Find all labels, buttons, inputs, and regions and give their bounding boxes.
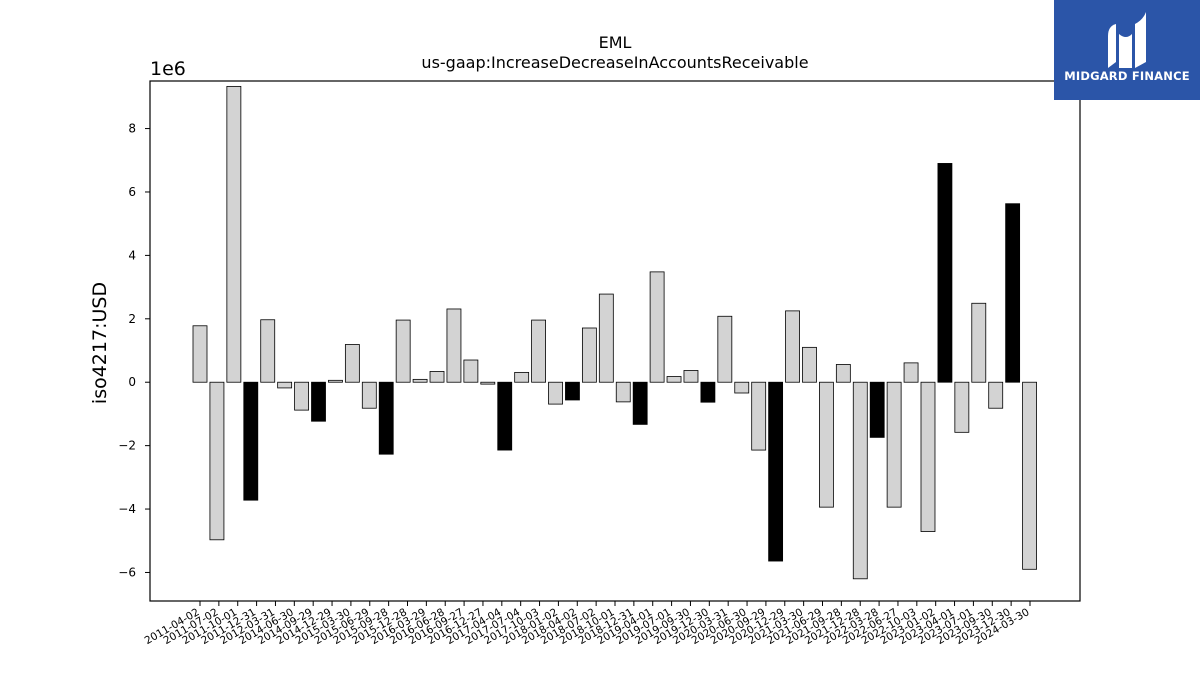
bar [802, 346, 817, 383]
bar [869, 381, 885, 438]
x-axis-ticks: 2011-04-022011-07-022011-10-012011-12-31… [143, 601, 1032, 647]
bar [294, 381, 309, 411]
bar [920, 381, 936, 532]
midgard-logo-icon [1108, 12, 1146, 68]
chart-title: EML [599, 33, 632, 52]
bar [886, 381, 902, 508]
bar [903, 362, 919, 383]
bar [277, 381, 293, 389]
bar [700, 381, 716, 403]
y-tick-label: 2 [128, 312, 136, 326]
bar [344, 344, 360, 383]
midgard-finance-logo: MIDGARD FINANCE [1054, 0, 1200, 100]
bar [497, 381, 513, 451]
y-tick-label: −4 [118, 502, 136, 516]
bar [260, 319, 276, 383]
bar [378, 381, 394, 455]
bar [615, 381, 631, 403]
bar [361, 381, 377, 409]
brand-name: MIDGARD FINANCE [1064, 69, 1190, 83]
bar [954, 381, 970, 433]
bar [565, 381, 580, 401]
bar [768, 381, 784, 562]
bar [649, 271, 665, 383]
bar [480, 381, 496, 385]
y-axis-label: iso4217:USD [89, 282, 111, 404]
y-axis-ticks: −6 −4 −2 0 2 4 6 8 [118, 122, 150, 579]
bar [548, 381, 563, 405]
bar [785, 310, 800, 383]
bar [598, 293, 614, 383]
bar [209, 381, 225, 541]
chart-subtitle: us-gaap:IncreaseDecreaseInAccountsReceiv… [421, 53, 808, 72]
bar [717, 315, 733, 383]
bar [581, 327, 597, 383]
y-tick-label: 0 [128, 375, 136, 389]
bar [632, 381, 648, 425]
bar [971, 302, 987, 383]
bar [514, 371, 530, 383]
bar [446, 308, 462, 383]
bar [1005, 203, 1021, 383]
bar [429, 371, 445, 383]
bar [683, 370, 699, 383]
y-tick-label: 6 [128, 185, 136, 199]
bar [243, 381, 259, 501]
bar [328, 379, 343, 383]
bar [734, 381, 750, 394]
bar [852, 381, 868, 580]
bar [988, 381, 1004, 409]
y-tick-label: 8 [128, 122, 136, 136]
bar [937, 163, 953, 383]
y-tick-label: 4 [128, 248, 136, 262]
bar [835, 364, 851, 383]
bar [531, 319, 546, 383]
bar [463, 359, 479, 383]
bar [1022, 381, 1037, 570]
bar [819, 381, 834, 508]
bar [226, 85, 242, 383]
bar [751, 381, 767, 451]
plot-frame [149, 80, 1081, 602]
y-scale-label: 1e6 [150, 58, 186, 80]
bar [666, 376, 682, 383]
bar [311, 381, 326, 422]
y-tick-label: −2 [118, 439, 136, 453]
y-tick-label: −6 [118, 565, 136, 579]
bar-series [192, 85, 1037, 580]
bar [192, 325, 208, 383]
bar [395, 319, 411, 383]
bar [412, 378, 428, 383]
